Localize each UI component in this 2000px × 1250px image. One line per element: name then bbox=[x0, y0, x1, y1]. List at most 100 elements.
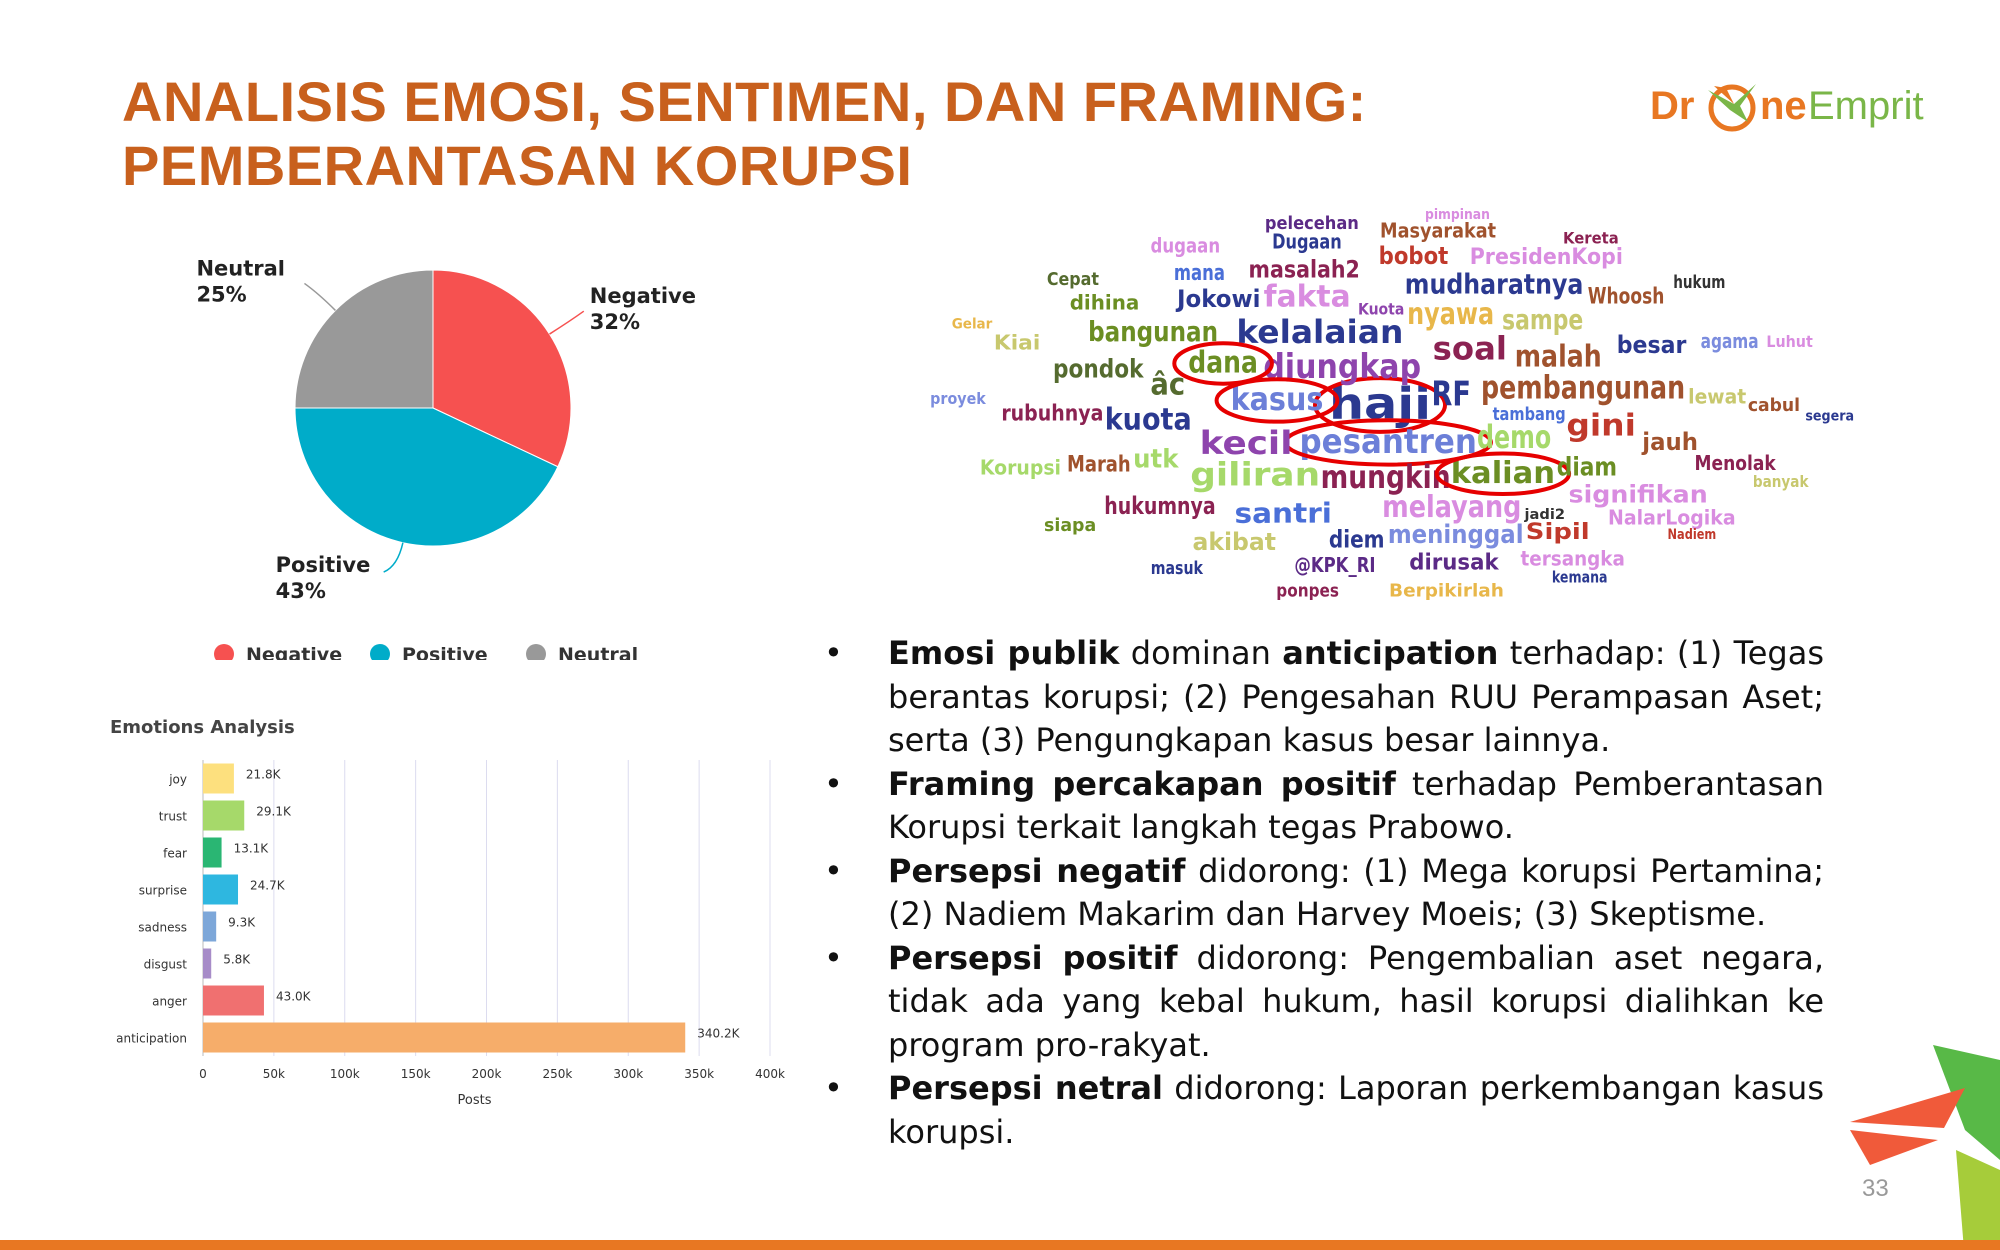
highlight-circle bbox=[1172, 341, 1274, 386]
bullet-item: • Framing percakapan positif terhadap Pem… bbox=[824, 763, 1824, 850]
wordcloud-word: Kereta bbox=[1563, 229, 1619, 248]
wordcloud-word: melayang bbox=[1382, 490, 1521, 525]
wordcloud-word: besar bbox=[1617, 331, 1687, 359]
wordcloud-word: Nadiem bbox=[1668, 527, 1717, 543]
logo-text-dr: Dr bbox=[1650, 84, 1695, 128]
wordcloud-word: santri bbox=[1235, 497, 1332, 530]
category-label-surprise: surprise bbox=[139, 884, 187, 898]
wordcloud-word: hukumnya bbox=[1104, 492, 1215, 520]
wordcloud-word: meninggal bbox=[1388, 520, 1524, 550]
category-label-anticipation: anticipation bbox=[116, 1032, 187, 1046]
legend-marker-negative[interactable] bbox=[214, 644, 234, 660]
pie-connector-neutral bbox=[304, 282, 336, 311]
wordcloud-word: giliran bbox=[1190, 455, 1320, 493]
legend-label-positive[interactable]: Positive bbox=[402, 644, 488, 660]
bullet-bold-text: Persepsi negatif bbox=[888, 851, 1186, 890]
wordcloud-word: kecil bbox=[1200, 424, 1293, 462]
category-label-anger: anger bbox=[152, 995, 187, 1009]
wordcloud-word: mungkin bbox=[1321, 458, 1451, 496]
wordcloud-word: âc bbox=[1150, 367, 1185, 402]
wordcloud-word: kalian bbox=[1451, 456, 1555, 491]
wordcloud-word: dirusak bbox=[1409, 551, 1500, 576]
wordcloud-word: dihina bbox=[1070, 291, 1140, 315]
wordcloud-word: ponpes bbox=[1276, 580, 1339, 601]
x-tick-label: 0 bbox=[199, 1067, 207, 1081]
bullet-text: terhadap: (1) Tegas berantas korupsi; (2… bbox=[888, 634, 1825, 759]
bar-fear[interactable] bbox=[203, 837, 222, 868]
wordcloud-word: NalarLogika bbox=[1608, 505, 1736, 529]
wordcloud-word: kuota bbox=[1105, 403, 1192, 438]
bar-sadness[interactable] bbox=[203, 911, 217, 942]
category-label-fear: fear bbox=[163, 847, 187, 861]
legend-marker-positive[interactable] bbox=[370, 644, 390, 660]
wordcloud-word: akibat bbox=[1192, 528, 1276, 556]
wordcloud-word: bobot bbox=[1379, 242, 1449, 270]
data-label-joy: 21.8K bbox=[246, 768, 282, 782]
bottom-accent-bar bbox=[0, 1240, 2000, 1250]
wordcloud-word: agama bbox=[1701, 329, 1759, 353]
wordcloud-word: proyek bbox=[930, 389, 986, 408]
highlight-circle bbox=[1214, 377, 1340, 424]
wordcloud-word: rubuhnya bbox=[1001, 401, 1103, 426]
wordcloud-word: lewat bbox=[1688, 385, 1746, 409]
page-number: 33 bbox=[1862, 1175, 1889, 1202]
x-tick-label: 100k bbox=[330, 1067, 360, 1081]
slide-title: ANALISIS EMOSI, SENTIMEN, DAN FRAMING: P… bbox=[122, 70, 1422, 198]
pie-connector-negative bbox=[549, 310, 585, 335]
wordcloud-word: diam bbox=[1557, 453, 1617, 483]
pie-label-name-neutral: Neutral bbox=[196, 260, 285, 280]
wordcloud-word: masuk bbox=[1151, 558, 1204, 579]
bar-anger[interactable] bbox=[203, 985, 264, 1016]
wordcloud-word: Luhut bbox=[1766, 332, 1813, 351]
wordcloud-word: siapa bbox=[1044, 515, 1096, 536]
wordcloud-word: jauh bbox=[1641, 428, 1698, 456]
wordcloud-word: Cepat bbox=[1047, 269, 1100, 290]
pie-connector-positive bbox=[383, 542, 404, 573]
title-line-1: ANALISIS EMOSI, SENTIMEN, DAN FRAMING: bbox=[122, 70, 1367, 133]
x-tick-label: 250k bbox=[542, 1067, 572, 1081]
corner-decoration bbox=[1850, 1045, 2000, 1250]
wordcloud-word: Whoosh bbox=[1588, 285, 1665, 310]
bullet-item: • Persepsi netral didorong: Laporan perke… bbox=[824, 1067, 1824, 1154]
wordcloud-word: mana bbox=[1174, 261, 1225, 286]
bullet-bold-text: anticipation bbox=[1282, 634, 1499, 672]
bullet-text: didorong: Pengembalian aset negara, tida… bbox=[888, 938, 1825, 1064]
bar-trust[interactable] bbox=[203, 800, 245, 831]
wordcloud-word: Berpikirlah bbox=[1389, 580, 1504, 601]
wordcloud-word: kasus bbox=[1231, 380, 1324, 418]
wordcloud-word: hukum bbox=[1673, 272, 1725, 293]
bar-surprise[interactable] bbox=[203, 874, 239, 905]
bar-joy[interactable] bbox=[203, 763, 234, 794]
bullet-bold-text: Emosi publik bbox=[888, 634, 1120, 672]
legend-marker-neutral[interactable] bbox=[526, 644, 546, 660]
drone-emprit-logo: Dr ne Emprit bbox=[1648, 76, 1924, 136]
x-tick-label: 350k bbox=[684, 1067, 714, 1081]
wordcloud-word: PresidenKopi bbox=[1470, 245, 1623, 270]
pie-label-name-negative: Negative bbox=[590, 284, 696, 308]
bullet-text: didorong: (1) Mega korupsi Pertamina; (2… bbox=[888, 851, 1824, 934]
wordcloud-word: pembangunan bbox=[1481, 369, 1685, 407]
wordcloud-word: Masyarakat bbox=[1380, 219, 1496, 243]
wordcloud-word: fakta bbox=[1264, 280, 1351, 315]
wordcloud-word: Dugaan bbox=[1272, 229, 1342, 253]
title-line-2: PEMBERANTASAN KORUPSI bbox=[122, 134, 913, 197]
wordcloud-word: Marah bbox=[1067, 453, 1131, 478]
bar-chart-title: Emotions Analysis bbox=[110, 717, 295, 738]
category-label-sadness: sadness bbox=[138, 921, 187, 935]
wordcloud-word: Menolak bbox=[1695, 451, 1777, 475]
wordcloud-word: bangunan bbox=[1088, 315, 1218, 348]
x-tick-label: 400k bbox=[755, 1067, 785, 1081]
wordcloud-word: Sipil bbox=[1526, 520, 1590, 545]
legend-label-negative[interactable]: Negative bbox=[246, 644, 342, 660]
wordcloud-word: nyawa bbox=[1407, 297, 1494, 332]
word-cloud: hajipesantrendiungkapRFkasusmungkinkelal… bbox=[930, 207, 1854, 601]
wordcloud-word: Gelar bbox=[952, 317, 993, 333]
wordcloud-word: Korupsi bbox=[980, 455, 1061, 479]
category-label-joy: joy bbox=[168, 773, 187, 787]
logo-text-emprit: Emprit bbox=[1808, 84, 1924, 128]
legend-label-neutral[interactable]: Neutral bbox=[558, 644, 638, 660]
x-axis-label: Posts bbox=[458, 1093, 492, 1108]
bar-disgust[interactable] bbox=[203, 948, 212, 979]
wordcloud-word: malah bbox=[1515, 339, 1602, 374]
bar-anticipation[interactable] bbox=[203, 1022, 686, 1053]
